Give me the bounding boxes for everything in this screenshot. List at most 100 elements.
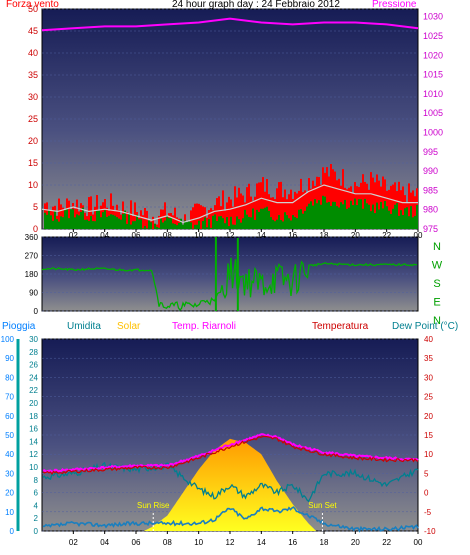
direction-axis-tick: 90 — [29, 289, 38, 298]
wind-gust-bar — [256, 183, 258, 229]
rain-axis-tick: 60 — [5, 412, 14, 421]
wind-avg-bar — [308, 203, 310, 229]
wind-gust-bar — [158, 215, 160, 229]
wind-avg-bar — [354, 198, 356, 229]
wind-avg-bar — [210, 227, 212, 229]
humidity-axis-tick: 2 — [34, 514, 39, 523]
wind-avg-bar — [56, 219, 58, 229]
wind-avg-bar — [388, 210, 390, 229]
wind-gust-bar — [302, 192, 304, 229]
wind-avg-bar — [412, 217, 414, 229]
wind-avg-bar — [64, 210, 66, 229]
wind-avg-bar — [260, 208, 262, 229]
wind-avg-bar — [296, 218, 298, 229]
wind-avg-bar — [244, 209, 246, 229]
wind-avg-bar — [172, 223, 174, 229]
wind-avg-bar — [100, 217, 102, 229]
x-tick-label: 06 — [132, 231, 141, 240]
x-tick-label: 22 — [382, 231, 391, 240]
wind-avg-bar — [224, 223, 226, 229]
wind-avg-bar — [248, 216, 250, 229]
wind-gust-bar — [196, 203, 198, 229]
wind-avg-bar — [310, 201, 312, 229]
wind-gust-bar — [194, 203, 196, 229]
wind-avg-bar — [122, 213, 124, 229]
wind-avg-bar — [348, 207, 350, 229]
wind-axis-tick: 30 — [28, 92, 38, 102]
wind-axis-tick: 35 — [28, 70, 38, 80]
pressure-axis-tick: 995 — [423, 147, 438, 157]
wind-avg-bar — [148, 220, 150, 229]
humidity-axis-tick: 26 — [29, 361, 38, 370]
wind-avg-bar — [366, 203, 368, 229]
wind-axis-tick: 0 — [33, 224, 38, 234]
wind-gust-bar — [332, 169, 334, 229]
humidity-axis-tick: 16 — [29, 425, 38, 434]
x-tick-label: 18 — [320, 538, 329, 547]
wind-avg-bar — [226, 217, 228, 229]
wind-avg-bar — [130, 224, 132, 229]
wind-avg-bar — [284, 212, 286, 229]
x-tick-label: 12 — [226, 231, 235, 240]
humidity-axis-tick: 24 — [29, 373, 38, 382]
humidity-axis-tick: 10 — [29, 463, 38, 472]
pressure-axis-tick: 975 — [423, 224, 438, 234]
wind-avg-bar — [280, 220, 282, 229]
temp-indoor-line — [42, 433, 419, 474]
wind-gust-bar — [312, 180, 314, 229]
wind-gust-bar — [276, 188, 278, 229]
wind-avg-bar — [376, 202, 378, 229]
wind-avg-bar — [120, 219, 122, 229]
wind-avg-bar — [78, 215, 80, 229]
compass-label: W — [432, 260, 443, 272]
wind-axis-tick: 15 — [28, 158, 38, 168]
wind-gust-bar — [286, 199, 288, 229]
wind-gust-bar — [250, 196, 252, 229]
wind-axis-tick: 25 — [28, 114, 38, 124]
pressure-axis-tick: 1025 — [423, 31, 443, 41]
temp-axis-tick: 10 — [424, 450, 433, 459]
wind-avg-bar — [228, 226, 230, 229]
wind-avg-bar — [380, 201, 382, 229]
wind-gust-bar — [238, 187, 240, 229]
wind-gust-bar — [408, 183, 410, 229]
sunset-label: Sun Set — [308, 501, 337, 510]
wind-gust-bar — [146, 210, 148, 229]
x-tick-label: 08 — [163, 538, 172, 547]
wind-avg-bar — [238, 219, 240, 229]
wind-avg-bar — [246, 214, 248, 229]
wind-avg-bar — [282, 221, 284, 229]
wind-avg-bar — [406, 207, 408, 229]
wind-avg-bar — [48, 210, 50, 229]
wind-avg-bar — [394, 204, 396, 229]
wind-gust-bar — [198, 203, 200, 229]
wind-avg-bar — [184, 220, 186, 229]
wind-avg-bar — [168, 218, 170, 229]
x-tick-label: 10 — [194, 231, 203, 240]
wind-avg-bar — [378, 209, 380, 229]
rain-axis-tick: 100 — [1, 335, 15, 344]
x-tick-label: 18 — [320, 231, 329, 240]
humidity-axis-tick: 0 — [34, 527, 39, 536]
wind-gust-bar — [172, 215, 174, 229]
wind-gust-bar — [376, 174, 378, 229]
legend-dewpoint: Dew Point (°C) — [392, 321, 459, 332]
wind-avg-bar — [254, 219, 256, 229]
wind-avg-bar — [156, 226, 158, 229]
wind-axis-tick: 40 — [28, 48, 38, 58]
humidity-axis-tick: 22 — [29, 386, 38, 395]
wind-avg-bar — [328, 201, 330, 229]
wind-avg-bar — [124, 210, 126, 229]
wind-avg-bar — [350, 200, 352, 229]
wind-avg-bar — [196, 224, 198, 229]
humidity-axis-tick: 6 — [34, 489, 39, 498]
wind-avg-bar — [340, 202, 342, 229]
wind-avg-bar — [344, 199, 346, 229]
graph-title: 24 hour graph day : 24 Febbraio 2012 — [172, 0, 340, 10]
wind-gust-bar — [370, 172, 372, 229]
wind-avg-bar — [218, 216, 220, 229]
wind-avg-bar — [240, 222, 242, 229]
legend-temp-indoor: Temp. Riarnoli — [172, 321, 236, 332]
wind-avg-bar — [86, 219, 88, 229]
